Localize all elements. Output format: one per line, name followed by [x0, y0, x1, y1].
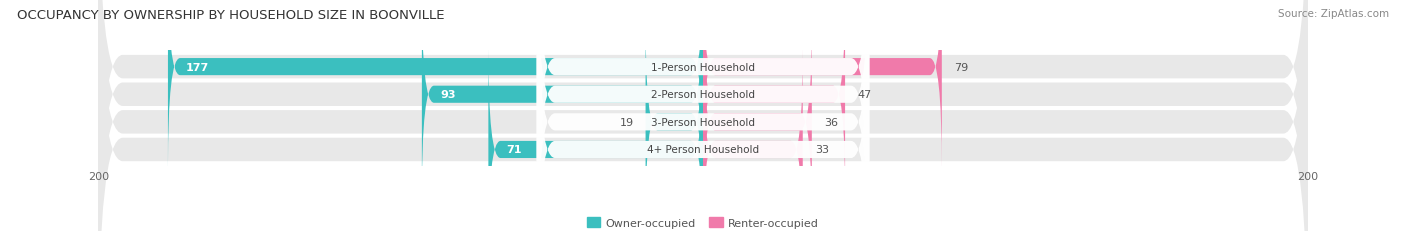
FancyBboxPatch shape — [703, 0, 942, 169]
FancyBboxPatch shape — [98, 0, 1308, 231]
FancyBboxPatch shape — [537, 0, 869, 231]
Text: 177: 177 — [186, 62, 209, 72]
Text: Source: ZipAtlas.com: Source: ZipAtlas.com — [1278, 9, 1389, 19]
FancyBboxPatch shape — [167, 0, 703, 169]
Text: 33: 33 — [815, 145, 830, 155]
Text: 3-Person Household: 3-Person Household — [651, 117, 755, 127]
Text: 47: 47 — [858, 90, 872, 100]
FancyBboxPatch shape — [703, 48, 803, 231]
Text: 4+ Person Household: 4+ Person Household — [647, 145, 759, 155]
Legend: Owner-occupied, Renter-occupied: Owner-occupied, Renter-occupied — [582, 213, 824, 231]
FancyBboxPatch shape — [98, 0, 1308, 231]
FancyBboxPatch shape — [537, 0, 869, 231]
FancyBboxPatch shape — [537, 0, 869, 224]
Text: 79: 79 — [953, 62, 969, 72]
FancyBboxPatch shape — [98, 0, 1308, 231]
FancyBboxPatch shape — [98, 0, 1308, 231]
FancyBboxPatch shape — [703, 21, 811, 224]
Text: 1-Person Household: 1-Person Household — [651, 62, 755, 72]
Text: 2-Person Household: 2-Person Household — [651, 90, 755, 100]
FancyBboxPatch shape — [537, 0, 869, 231]
Text: 71: 71 — [506, 145, 522, 155]
Text: 19: 19 — [620, 117, 634, 127]
FancyBboxPatch shape — [488, 48, 703, 231]
FancyBboxPatch shape — [645, 21, 703, 224]
FancyBboxPatch shape — [422, 0, 703, 196]
Text: 93: 93 — [440, 90, 456, 100]
Text: OCCUPANCY BY OWNERSHIP BY HOUSEHOLD SIZE IN BOONVILLE: OCCUPANCY BY OWNERSHIP BY HOUSEHOLD SIZE… — [17, 9, 444, 22]
Text: 36: 36 — [824, 117, 838, 127]
FancyBboxPatch shape — [703, 0, 845, 196]
